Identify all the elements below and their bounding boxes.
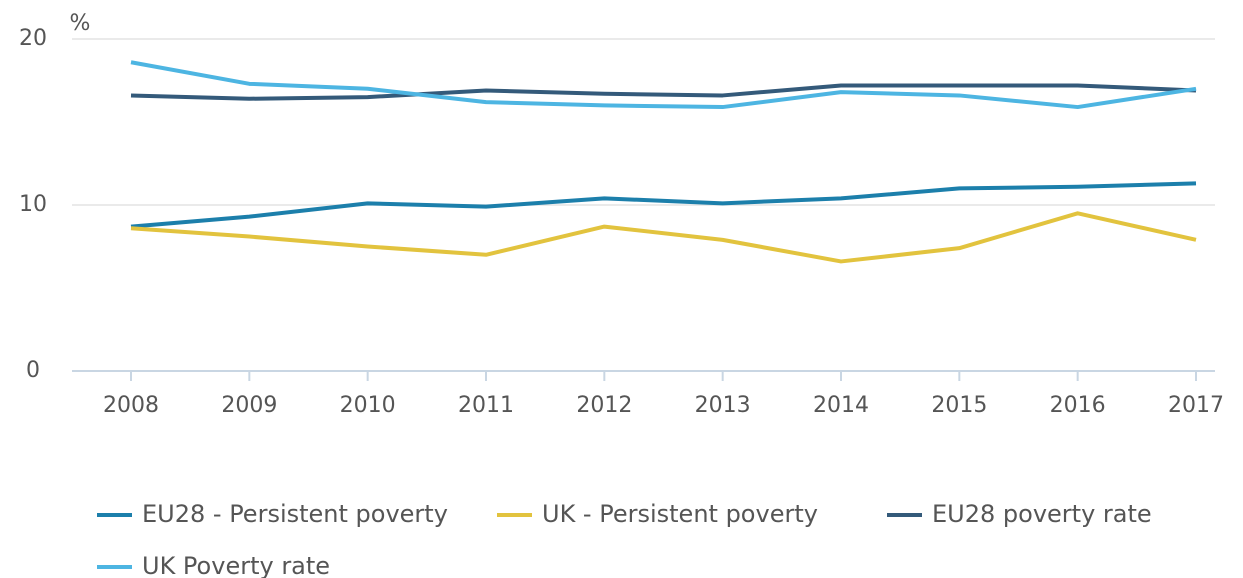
legend-label: UK - Persistent poverty (542, 500, 818, 528)
x-tick-label: 2014 (813, 393, 869, 418)
x-tick-label: 2008 (103, 393, 159, 418)
y-tick-label: 0 (26, 358, 40, 383)
line-series (130, 211, 1197, 264)
line-series (130, 60, 1197, 110)
legend-label: EU28 poverty rate (932, 500, 1152, 528)
x-tick-label: 2011 (458, 393, 514, 418)
x-tick-label: 2009 (221, 393, 277, 418)
legend-label: UK Poverty rate (142, 552, 330, 578)
x-tick-label: 2012 (576, 393, 632, 418)
y-tick-label: 20 (19, 26, 47, 51)
x-tick-label: 2016 (1050, 393, 1106, 418)
line-series (130, 83, 1197, 101)
x-tick-label: 2015 (931, 393, 987, 418)
legend: EU28 - Persistent poverty UK - Persistent… (97, 500, 1152, 578)
legend-label: EU28 - Persistent poverty (142, 500, 448, 528)
x-tick-label: 2013 (695, 393, 751, 418)
x-tick-label: 2017 (1168, 393, 1224, 418)
y-axis-label: % (70, 11, 91, 36)
y-tick-label: 10 (19, 192, 47, 217)
x-tick-label: 2010 (340, 393, 396, 418)
line-series (130, 181, 1197, 229)
